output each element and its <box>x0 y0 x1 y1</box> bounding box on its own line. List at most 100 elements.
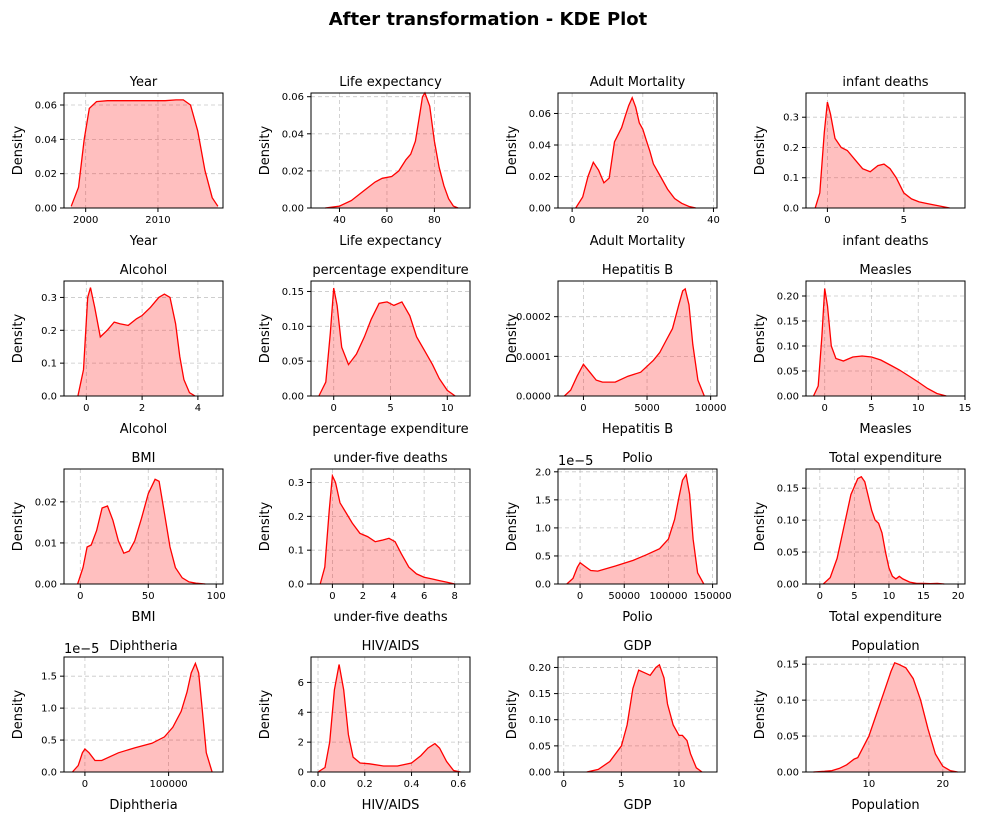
y-tick-label: 0.15 <box>777 484 799 495</box>
subplot-infant-deaths: 0 5 0.0 0.1 0.2 0.3 infant deaths infant deaths… <box>753 75 966 249</box>
kde-line <box>71 661 213 773</box>
y-tick-label: 0.0 <box>288 580 304 591</box>
kde-line <box>318 287 456 397</box>
kde-area <box>566 474 704 584</box>
x-axis-label: Alcohol <box>120 422 167 437</box>
x-tick-label: 5000 <box>634 403 659 414</box>
kde-area <box>318 288 456 396</box>
subplot-title: Population <box>851 639 919 654</box>
subplot-diphtheria: 0 100000 0.0 0.5 1.0 1.5 Diphtheria Diphtheria D… <box>11 639 224 813</box>
axes-frame <box>557 656 718 773</box>
y-tick-label: 0.0 <box>41 768 57 779</box>
y-axis-label: Density <box>753 313 768 363</box>
kde-area <box>77 479 206 584</box>
y-tick-label: 6 <box>298 678 304 689</box>
subplot-title: HIV/AIDS <box>362 639 420 654</box>
kde-area <box>575 97 696 208</box>
kde-area <box>77 287 196 396</box>
x-axis-label: Total expenditure <box>828 610 942 625</box>
x-tick-label: 15 <box>959 403 972 414</box>
kde-line <box>812 288 947 397</box>
x-tick-label: 2 <box>139 403 145 414</box>
y-tick-label: 0.1 <box>288 546 304 557</box>
y-axis-label: Density <box>11 501 26 551</box>
subplot-gdp: 0 5 10 0.00 0.05 0.10 0.15 0.20 GDP GDP Density <box>505 639 718 813</box>
kde-line <box>325 91 459 209</box>
subplot-life-expectancy: 40 60 80 0.00 0.02 0.04 0.06 Life expectancy Lif… <box>258 75 471 249</box>
y-tick-label: 0.10 <box>282 322 304 333</box>
y-axis-label: Density <box>258 689 273 739</box>
x-tick-label: 150000 <box>693 591 731 602</box>
x-tick-label: 50 <box>142 591 155 602</box>
kde-line <box>70 99 219 207</box>
x-tick-label: 0 <box>77 591 83 602</box>
y-tick-label: 0.05 <box>777 732 799 743</box>
y-tick-label: 1.0 <box>41 704 57 715</box>
subplot-title: Diphtheria <box>109 639 177 654</box>
kde-line <box>814 101 950 209</box>
x-tick-label: 5 <box>387 403 393 414</box>
x-tick-label: 0 <box>83 403 89 414</box>
x-tick-label: 0 <box>569 215 575 226</box>
y-axis-label: Density <box>11 689 26 739</box>
y-axis-label: Density <box>11 313 26 363</box>
x-tick-label: 20 <box>936 779 949 790</box>
kde-area <box>813 288 947 396</box>
subplot-hiv-aids: 0.0 0.2 0.4 0.6 0 2 4 6 HIV/AIDS HIV/AIDS Density <box>258 639 471 813</box>
kde-line <box>76 478 206 585</box>
y-tick-label: 0.5 <box>41 736 57 747</box>
x-tick-label: 10 <box>883 591 896 602</box>
y-tick-label: 1.0 <box>535 523 551 534</box>
x-tick-label: 10000 <box>695 403 727 414</box>
y-axis-label: Density <box>258 125 273 175</box>
y-axis-label: Density <box>11 125 26 175</box>
y-tick-label: 0.2 <box>41 326 57 337</box>
axes-frame <box>805 280 966 397</box>
kde-line <box>317 664 461 773</box>
subplot-title: percentage expenditure <box>312 263 468 278</box>
subplot-title: Hepatitis B <box>602 263 673 278</box>
y-tick-label: 0.15 <box>777 660 799 671</box>
kde-line <box>813 661 958 773</box>
x-axis-label: GDP <box>624 798 652 813</box>
y-axis-label: Density <box>753 125 768 175</box>
x-axis-label: Polio <box>622 610 653 625</box>
x-tick-label: 8 <box>452 591 458 602</box>
y-tick-label: 0.06 <box>35 101 57 112</box>
y-tick-label: 0.06 <box>529 109 551 120</box>
y-tick-label: 0.00 <box>282 204 304 215</box>
x-tick-label: 10 <box>673 779 686 790</box>
x-axis-label: Diphtheria <box>109 798 177 813</box>
subplot-title: BMI <box>132 451 156 466</box>
y-tick-label: 0.05 <box>777 548 799 559</box>
x-axis-label: Measles <box>859 422 912 437</box>
x-axis-label: Adult Mortality <box>590 234 686 249</box>
y-tick-label: 0.02 <box>35 169 57 180</box>
subplot-measles: 0 5 10 15 0.00 0.05 0.10 0.15 0.20 Measles Measles… <box>753 263 971 437</box>
x-tick-label: 6 <box>421 591 427 602</box>
y-tick-label: 0.20 <box>777 292 799 303</box>
y-tick-label: 2 <box>298 738 304 749</box>
x-tick-label: 15 <box>917 591 930 602</box>
subplot-year: 2000 2010 0.00 0.02 0.04 0.06 Year Year Density <box>11 75 224 249</box>
x-tick-label: 50000 <box>608 591 640 602</box>
y-tick-label: 0.02 <box>35 497 57 508</box>
x-axis-label: Life expectancy <box>339 234 442 249</box>
y-axis-label: Density <box>258 313 273 363</box>
y-tick-label: 0.5 <box>535 551 551 562</box>
x-tick-label: 0.4 <box>404 779 420 790</box>
subplot-alcohol: 0 2 4 0.0 0.1 0.2 0.3 Alcohol Alcohol Density <box>11 263 224 437</box>
y-tick-label: 0.15 <box>529 689 551 700</box>
kde-line <box>319 473 455 585</box>
y-tick-label: 0.15 <box>282 287 304 298</box>
axes-frame <box>310 656 471 773</box>
x-tick-label: 100000 <box>150 779 188 790</box>
x-tick-label: 0.2 <box>357 779 373 790</box>
x-tick-label: 60 <box>381 215 394 226</box>
x-tick-label: 0 <box>824 215 830 226</box>
x-axis-label: Hepatitis B <box>602 422 673 437</box>
y-tick-label: 0.00 <box>777 392 799 403</box>
subplot-title: Alcohol <box>120 263 167 278</box>
x-axis-label: percentage expenditure <box>312 422 468 437</box>
kde-area <box>325 93 459 208</box>
